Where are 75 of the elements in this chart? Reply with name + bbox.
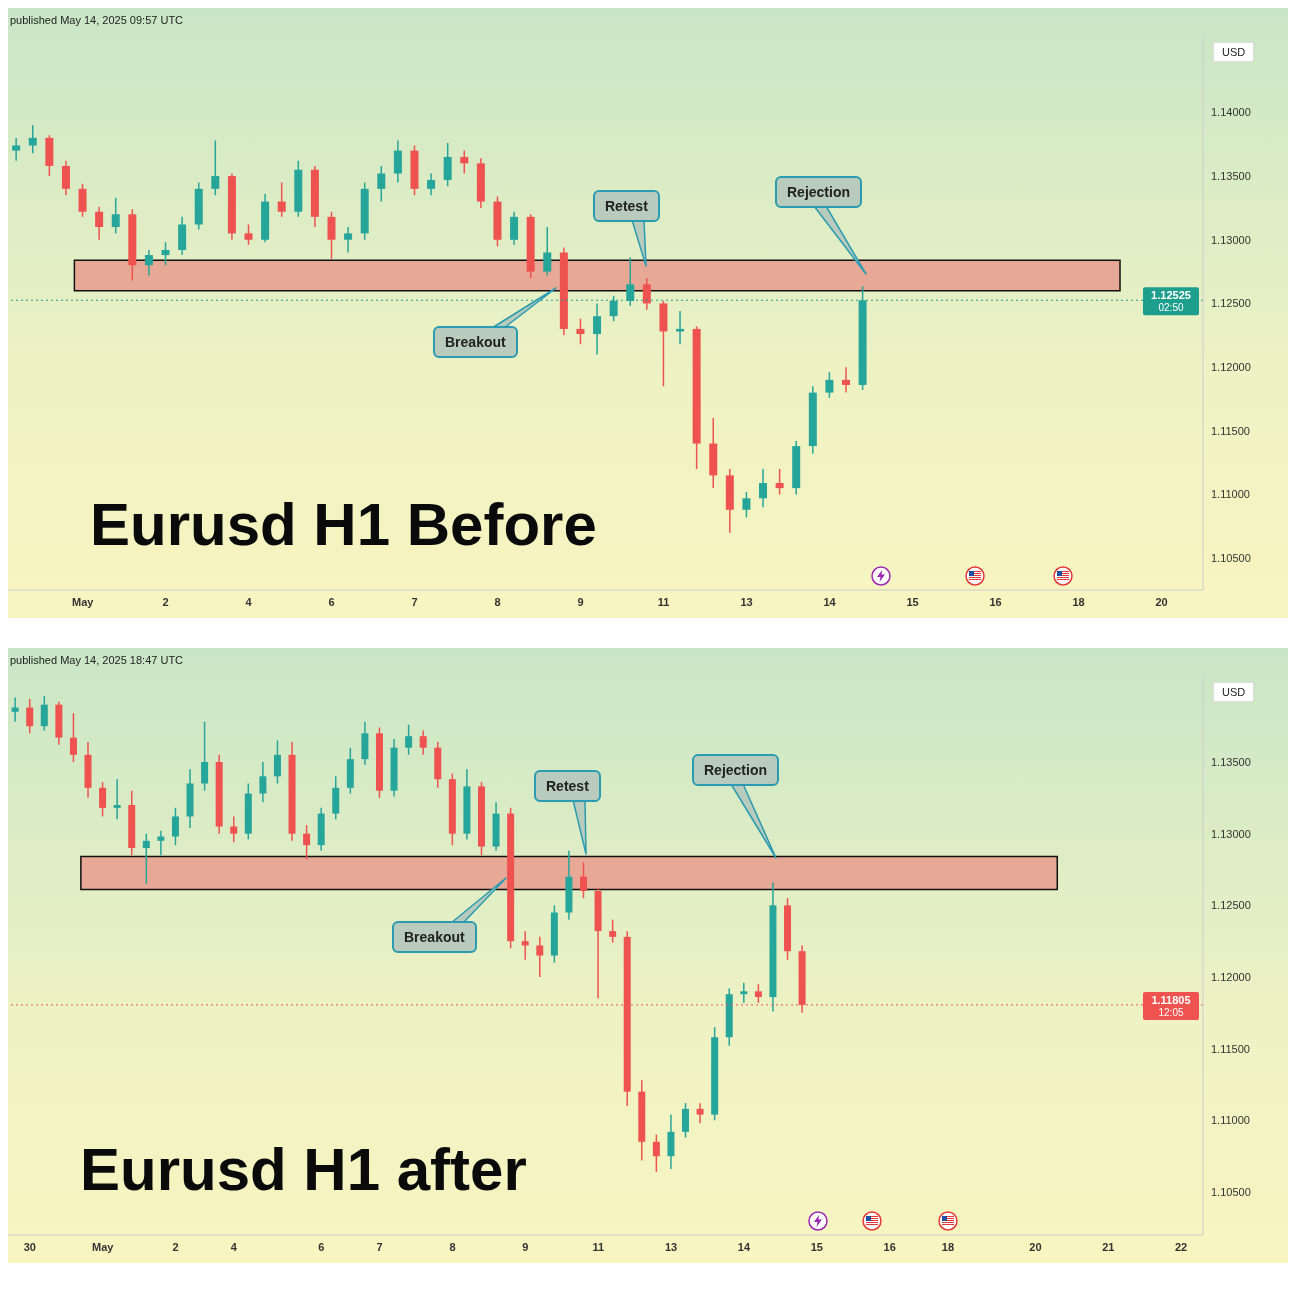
x-tick-label: May — [92, 1240, 115, 1253]
speech-bubble: Rejection — [773, 174, 869, 276]
annotation: Rejection — [775, 176, 863, 208]
y-tick-label: 1.12000 — [1211, 970, 1251, 983]
speech-bubble: Retest — [532, 768, 628, 856]
speech-bubble: Breakout — [431, 286, 558, 362]
x-tick-label: 6 — [318, 1240, 325, 1253]
annotation: 12:05 — [1158, 1006, 1184, 1018]
candlestick — [754, 983, 762, 1004]
y-tick-label: 1.11000 — [1211, 488, 1250, 501]
y-tick-label: 1.13000 — [1211, 827, 1251, 840]
y-tick-label: 1.11500 — [1211, 424, 1250, 437]
x-tick-label: 4 — [230, 1240, 238, 1253]
x-tick-label: 13 — [664, 1240, 678, 1253]
x-tick-label: 22 — [1175, 1240, 1188, 1253]
y-tick-label: 1.13500 — [1211, 170, 1251, 182]
candlestick — [171, 807, 179, 846]
x-tick-label: 11 — [657, 595, 670, 608]
x-tick-label: 9 — [522, 1240, 529, 1253]
candlestick — [28, 124, 37, 154]
x-tick-label: May — [71, 595, 95, 608]
annotation: 02:50 — [1158, 302, 1184, 314]
x-tick-label: 18 — [941, 1240, 955, 1253]
x-tick-label: 2 — [172, 1240, 179, 1253]
text: Eurusd H1 Before — [90, 490, 597, 559]
x-tick-label: 11 — [592, 1240, 605, 1253]
x-tick-label: 21 — [1102, 1240, 1115, 1253]
x-tick-label: 13 — [740, 595, 753, 608]
y-tick-label: 1.14000 — [1211, 106, 1251, 119]
y-tick-label: 1.13000 — [1211, 233, 1251, 246]
candlestick — [609, 918, 617, 944]
x-tick-label: 14 — [737, 1240, 751, 1253]
x-tick-label: 20 — [1029, 1240, 1042, 1253]
text: Eurusd H1 after — [80, 1135, 527, 1204]
y-tick-label: 1.12000 — [1211, 361, 1251, 374]
x-tick-label: 2 — [162, 595, 169, 608]
annotation: Retest — [534, 770, 601, 802]
candlestick — [405, 723, 413, 756]
y-tick-label: 1.12500 — [1211, 899, 1251, 912]
y-tick-label: 1.13500 — [1211, 755, 1251, 768]
y-axis-title: USD — [1213, 42, 1255, 62]
x-tick-label: 18 — [1072, 595, 1085, 608]
x-tick-label: 9 — [577, 595, 584, 608]
x-tick-label: 20 — [1155, 595, 1168, 608]
x-tick-label: 15 — [810, 1240, 823, 1253]
ref-line-label: 1.11805 — [1151, 993, 1191, 1006]
annotation: Breakout — [433, 326, 518, 358]
chart-subtitle: published May 14, 2025 18:47 UTC — [10, 654, 184, 666]
x-tick-label: 4 — [245, 595, 253, 608]
x-tick-label: 16 — [989, 595, 1002, 608]
speech-bubble: Rejection — [690, 752, 786, 860]
speech-bubble: Retest — [591, 188, 687, 268]
y-tick-label: 1.11000 — [1211, 1114, 1250, 1127]
y-tick-label: 1.10500 — [1211, 1185, 1251, 1198]
annotation: Breakout — [392, 921, 477, 953]
y-tick-label: 1.12500 — [1211, 297, 1251, 310]
x-tick-label: 6 — [328, 595, 335, 608]
ref-line-label: 1.12525 — [1151, 289, 1191, 302]
x-tick-label: 14 — [823, 595, 837, 608]
x-tick-label: 16 — [883, 1240, 896, 1253]
candlestick — [244, 223, 253, 246]
chart-subtitle: published May 14, 2025 09:57 UTC — [10, 14, 184, 26]
candlestick — [742, 491, 751, 519]
x-tick-label: 7 — [376, 1240, 383, 1253]
x-tick-label: 15 — [906, 595, 919, 608]
x-tick-label: 8 — [494, 595, 501, 608]
y-tick-label: 1.10500 — [1211, 552, 1251, 565]
x-tick-label: 30 — [23, 1240, 36, 1253]
y-tick-label: 1.11500 — [1211, 1042, 1250, 1055]
y-axis-title: USD — [1213, 682, 1255, 702]
speech-bubble: Breakout — [390, 876, 508, 957]
annotation: Retest — [593, 190, 660, 222]
x-tick-label: 7 — [411, 595, 418, 608]
annotation: Rejection — [692, 754, 780, 786]
x-tick-label: 8 — [449, 1240, 456, 1253]
